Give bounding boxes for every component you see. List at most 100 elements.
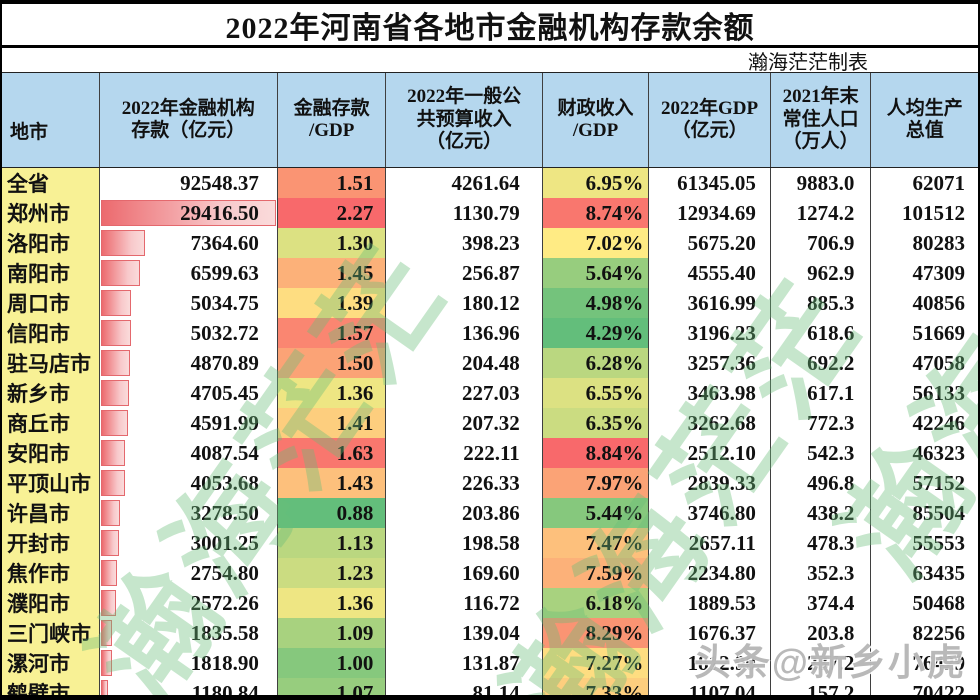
cell-gdp-per-capita: 40856 [912, 290, 966, 315]
cell-gdp-per-capita: 85504 [912, 500, 966, 525]
cell-city: 南阳市 [2, 258, 100, 288]
cell-deposit-gdp-ratio: 2.27 [277, 198, 387, 228]
cell-deposit: 4870.89 [100, 348, 278, 378]
cell-city: 鹤壁市 [2, 678, 100, 695]
cell-budget-revenue: 1130.79 [386, 198, 543, 228]
cell-deposit-gdp-ratio: 1.09 [277, 618, 387, 648]
cell-budget-revenue: 81.14 [386, 678, 543, 695]
deposit-databar [100, 380, 129, 406]
deposit-databar [100, 560, 118, 586]
cell-gdp-per-capita: 62071 [912, 170, 966, 195]
cell-revenue-gdp-pct: 6.18% [542, 588, 650, 618]
cell-deposit-gdp-ratio: 1.00 [277, 648, 387, 678]
header-cell-gdp: 2022年GDP （亿元） [649, 73, 771, 167]
cell-city: 平顶山市 [2, 468, 100, 498]
table-row: 安阳市 4087.54 1.63 222.11 8.84% 2512.10 542.3 463… [2, 438, 978, 468]
page-title: 2022年河南省各地市金融机构存款余额 [2, 4, 978, 48]
cell-deposit: 5032.72 [100, 318, 278, 348]
cell-population: 885.3 [771, 288, 872, 318]
cell-population: 9883.0 [771, 168, 872, 198]
cell-city: 濮阳市 [2, 588, 100, 618]
cell-deposit-gdp-ratio: 1.39 [277, 288, 387, 318]
cell-gdp-per-capita: 46323 [912, 440, 966, 465]
table-row: 漯河市 1818.90 1.00 131.87 7.27% 1812.90 237.2 764… [2, 648, 978, 678]
header-cell-budget-revenue: 2022年一般公 共预算收入 （亿元） [386, 73, 543, 167]
cell-gdp: 3257.36 [649, 348, 771, 378]
table-row: 三门峡市 1835.58 1.09 139.04 8.29% 1676.37 203.8 82… [2, 618, 978, 648]
cell-population: 542.3 [771, 438, 872, 468]
cell-city: 焦作市 [2, 558, 100, 588]
cell-population: 203.8 [771, 618, 872, 648]
cell-city: 商丘市 [2, 408, 100, 438]
cell-city: 洛阳市 [2, 228, 100, 258]
deposit-databar [100, 350, 130, 376]
cell-deposit-gdp-ratio: 1.13 [277, 528, 387, 558]
cell-city: 新乡市 [2, 378, 100, 408]
cell-population: 374.4 [771, 588, 872, 618]
table-row: 洛阳市 7364.60 1.30 398.23 7.02% 5675.20 706.9 802… [2, 228, 978, 258]
cell-revenue-gdp-pct: 7.02% [542, 228, 650, 258]
table-row: 全省 92548.37 1.51 4261.64 6.95% 61345.05 9883.0… [2, 168, 978, 198]
cell-deposit-gdp-ratio: 1.63 [277, 438, 387, 468]
cell-deposit-gdp-ratio: 1.30 [277, 228, 387, 258]
cell-city: 信阳市 [2, 318, 100, 348]
cell-deposit-gdp-ratio: 0.88 [277, 498, 387, 528]
cell-deposit-gdp-ratio: 1.51 [277, 168, 387, 198]
cell-deposit: 6599.63 [100, 258, 278, 288]
cell-gdp: 1676.37 [649, 618, 771, 648]
cell-population: 496.8 [771, 468, 872, 498]
cell-budget-revenue: 180.12 [386, 288, 543, 318]
cell-gdp: 1812.90 [649, 648, 771, 678]
deposit-databar [100, 440, 126, 466]
deposit-databar [100, 290, 131, 316]
cell-budget-revenue: 116.72 [386, 588, 543, 618]
table-header: 地市 2022年金融机构 存款（亿元） 金融存款 /GDP 2022年一般公 共… [2, 73, 978, 168]
cell-revenue-gdp-pct: 5.64% [542, 258, 650, 288]
cell-deposit: 2754.80 [100, 558, 278, 588]
table-row: 平顶山市 4053.68 1.43 226.33 7.97% 2839.33 496.8 57… [2, 468, 978, 498]
deposit-databar [100, 410, 129, 436]
deposit-databar [100, 230, 145, 256]
cell-deposit-gdp-ratio: 1.36 [277, 588, 387, 618]
table-row: 郑州市 29416.50 2.27 1130.79 8.74% 12934.69 1274.… [2, 198, 978, 228]
cell-deposit-gdp-ratio: 1.45 [277, 258, 387, 288]
deposit-databar [100, 650, 112, 676]
header-cell-gdp-per-capita: 人均生产 总值 [886, 97, 963, 141]
cell-deposit: 2572.26 [100, 588, 278, 618]
cell-gdp: 2512.10 [649, 438, 771, 468]
cell-gdp-per-capita: 51669 [912, 320, 966, 345]
cell-budget-revenue: 227.03 [386, 378, 543, 408]
cell-gdp-per-capita: 56133 [912, 380, 966, 405]
cell-population: 772.3 [771, 408, 872, 438]
cell-revenue-gdp-pct: 7.47% [542, 528, 650, 558]
cell-deposit: 4591.99 [100, 408, 278, 438]
cell-deposit: 4053.68 [100, 468, 278, 498]
cell-budget-revenue: 207.32 [386, 408, 543, 438]
cell-budget-revenue: 139.04 [386, 618, 543, 648]
cell-gdp: 3746.80 [649, 498, 771, 528]
cell-population: 692.2 [771, 348, 872, 378]
cell-gdp: 3616.99 [649, 288, 771, 318]
cell-gdp-per-capita: 47058 [912, 350, 966, 375]
cell-deposit: 1835.58 [100, 618, 278, 648]
cell-budget-revenue: 203.86 [386, 498, 543, 528]
deposit-databar [100, 500, 121, 526]
cell-deposit-gdp-ratio: 1.36 [277, 378, 387, 408]
table-body: 全省 92548.37 1.51 4261.64 6.95% 61345.05 9883.0… [2, 168, 978, 700]
cell-population: 438.2 [771, 498, 872, 528]
cell-revenue-gdp-pct: 5.44% [542, 498, 650, 528]
cell-revenue-gdp-pct: 7.33% [542, 678, 650, 695]
table-row: 新乡市 4705.45 1.36 227.03 6.55% 3463.98 617.1 561… [2, 378, 978, 408]
deposit-databar [100, 680, 108, 695]
cell-revenue-gdp-pct: 8.74% [542, 198, 650, 228]
header-cell-revenue-gdp: 财政收入 /GDP [543, 73, 650, 167]
cell-gdp-per-capita: 70422 [912, 680, 966, 700]
cell-deposit: 1180.84 [100, 678, 278, 695]
deposit-databar [100, 590, 117, 616]
cell-gdp-per-capita: 55553 [912, 530, 966, 555]
cell-budget-revenue: 136.96 [386, 318, 543, 348]
cell-gdp-per-capita: 50468 [912, 590, 966, 615]
deposit-databar [100, 530, 119, 556]
cell-deposit: 5034.75 [100, 288, 278, 318]
cell-gdp: 2839.33 [649, 468, 771, 498]
